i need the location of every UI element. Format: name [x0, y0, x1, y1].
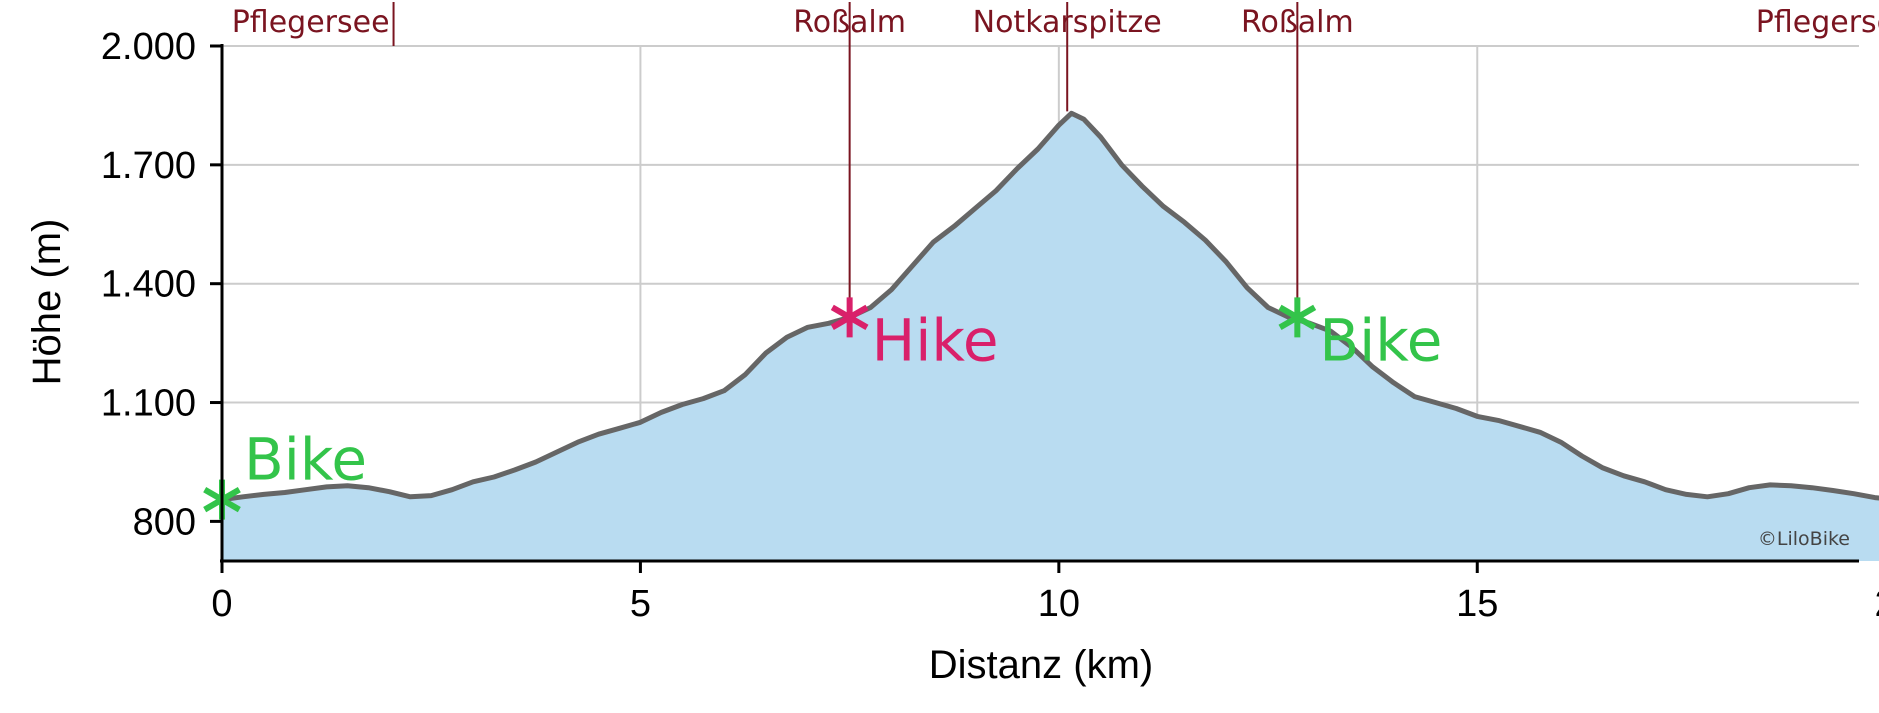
marker-bike: Bike [1278, 297, 1442, 374]
x-tick-label: 0 [211, 583, 232, 625]
y-tick-label: 1.400 [101, 264, 196, 306]
waypoints: Pflegersee Roßalm Notkarspitze Roßalm Pflege… [232, 2, 1879, 306]
x-tick-label: 15 [1456, 583, 1498, 625]
watermark: ©LiloBike [1758, 528, 1850, 550]
marker-hike: Hike [830, 297, 999, 374]
elevation-fill [222, 113, 1879, 561]
waypoint-label: Roßalm [1241, 5, 1354, 40]
x-tick-label: 10 [1038, 583, 1080, 625]
elevation-area [221, 110, 1879, 561]
waypoint-label: Roßalm [793, 5, 906, 40]
y-tick-label: 1.700 [101, 145, 196, 187]
waypoint-label: Pflegersee [1756, 5, 1879, 40]
marker-label: Bike [244, 426, 367, 494]
y-tick-label: 1.100 [101, 383, 196, 425]
elevation-line [221, 110, 1879, 503]
asterisk-icon [1278, 304, 1317, 330]
waypoint-label: Pflegersee [232, 5, 390, 40]
marker-label: Hike [872, 306, 999, 374]
y-axis-title: Höhe (m) [25, 219, 69, 386]
y-tick-label: 800 [133, 501, 196, 543]
axes: 800 1.100 1.400 1.700 2.000 0 5 10 15 20 [101, 26, 1879, 625]
markers: Bike Hike Bike [203, 297, 1442, 520]
marker-label: Bike [1319, 306, 1442, 374]
waypoint-label: Notkarspitze [973, 5, 1162, 40]
x-tick-label: 20 [1875, 583, 1879, 625]
x-axis-title: Distanz (km) [929, 643, 1153, 687]
y-tick-label: 2.000 [101, 26, 196, 68]
x-tick-label: 5 [630, 583, 651, 625]
asterisk-icon [830, 304, 869, 330]
